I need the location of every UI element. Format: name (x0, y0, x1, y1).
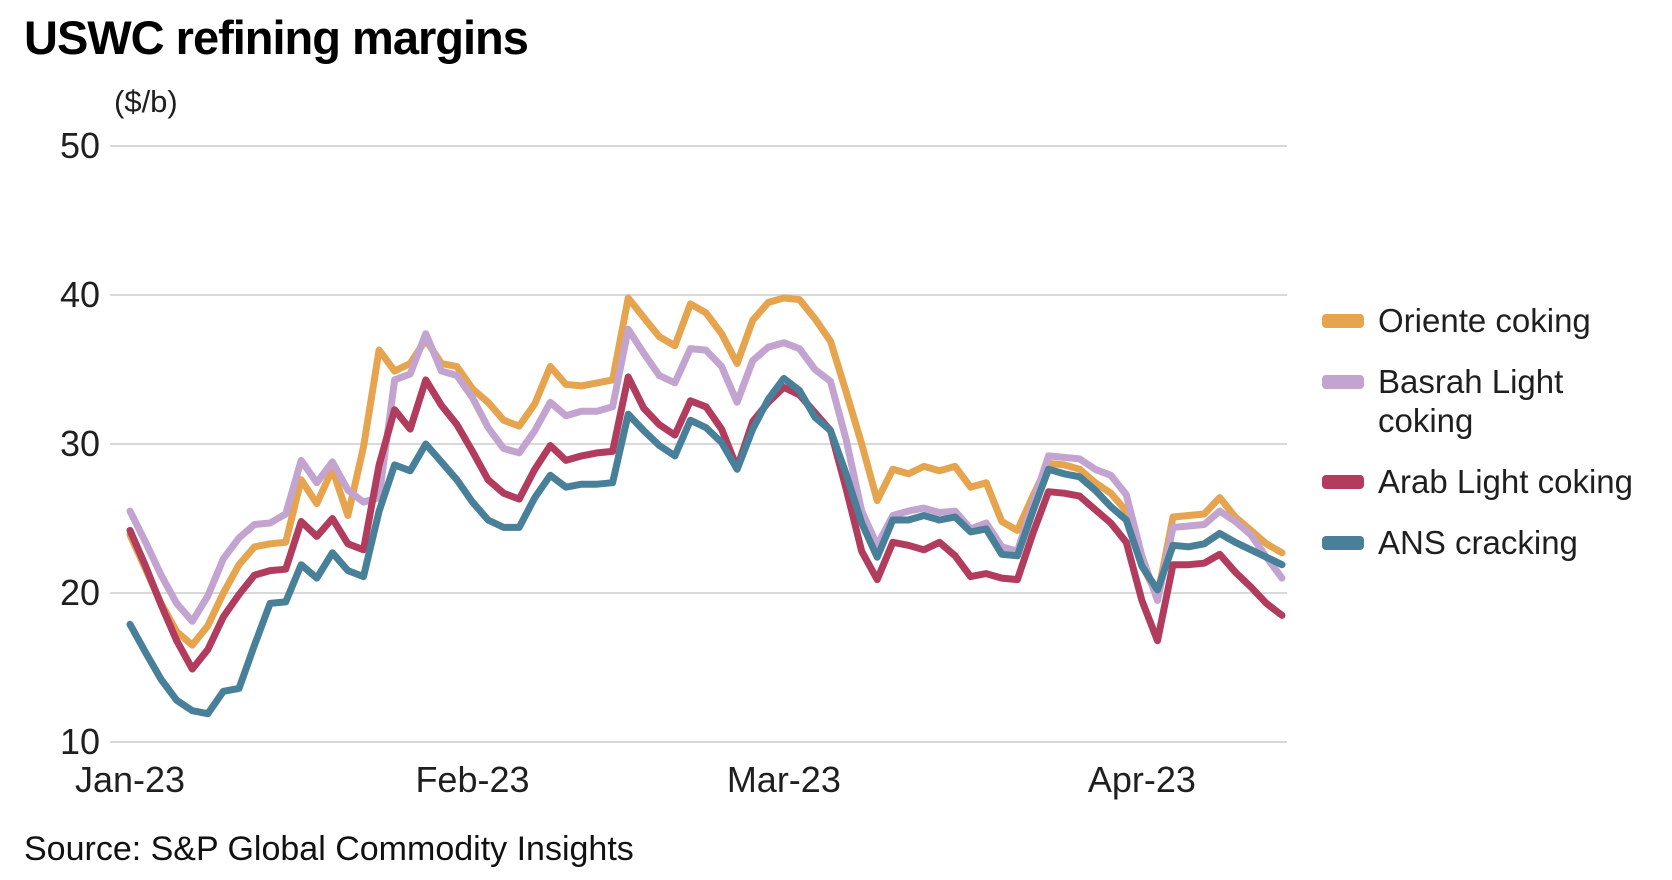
source-attribution: Source: S&P Global Commodity Insights (24, 830, 634, 868)
legend-label: Oriente coking (1378, 302, 1591, 339)
legend: Oriente coking Basrah Light coking Arab Li… (1322, 301, 1650, 562)
legend-swatch-icon (1322, 375, 1364, 389)
x-tick-label: Apr-23 (1087, 759, 1196, 800)
legend-label: Basrah Light coking (1378, 363, 1564, 439)
legend-item-oriente-coking: Oriente coking (1322, 301, 1650, 340)
legend-item-arab-light-coking: Arab Light coking (1322, 462, 1650, 501)
legend-item-basrah-light-coking: Basrah Light coking (1322, 362, 1650, 440)
legend-label: ANS cracking (1378, 524, 1578, 561)
x-tick-label: Jan-23 (74, 759, 186, 800)
legend-label: Arab Light coking (1378, 463, 1633, 500)
legend-swatch-icon (1322, 475, 1364, 489)
y-axis-unit-label: ($/b) (114, 84, 178, 119)
y-tick-label: 30 (59, 423, 100, 464)
x-tick-label: Mar-23 (726, 759, 841, 800)
y-tick-label: 10 (59, 721, 100, 762)
y-tick-label: 40 (59, 274, 100, 315)
y-tick-label: 50 (59, 125, 100, 166)
y-tick-label: 20 (59, 572, 100, 613)
legend-swatch-icon (1322, 314, 1364, 328)
series-line-oriente-coking (126, 294, 1286, 649)
legend-item-ans-cracking: ANS cracking (1322, 523, 1650, 562)
page-title: USWC refining margins (24, 11, 529, 64)
series-line-ans-cracking (126, 374, 1286, 718)
series-line-basrah-light-coking (126, 325, 1286, 625)
x-tick-label: Feb-23 (415, 759, 530, 800)
legend-swatch-icon (1322, 536, 1364, 550)
series-line-arab-light-coking (126, 373, 1286, 673)
